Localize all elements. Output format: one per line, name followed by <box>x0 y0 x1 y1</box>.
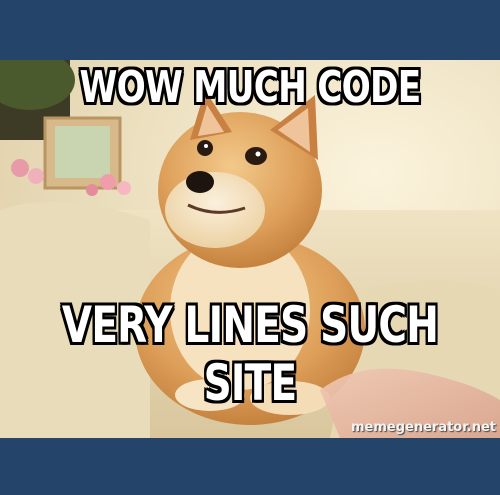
meme-bottom-caption-line-1: VERY LINES SUCH <box>61 296 439 354</box>
watermark-text: memegenerator.net <box>350 420 496 435</box>
bottom-frame-band <box>0 438 500 495</box>
meme-bottom-caption: VERY LINES SUCH SITE <box>55 296 445 412</box>
meme-bottom-caption-line-2: SITE <box>203 354 298 412</box>
doge-photo <box>0 60 500 438</box>
meme-top-caption: WOW MUCH CODE <box>79 62 422 113</box>
meme-image: WOW MUCH CODE VERY LINES SUCH SITE memeg… <box>0 60 500 438</box>
top-frame-band <box>0 0 500 60</box>
